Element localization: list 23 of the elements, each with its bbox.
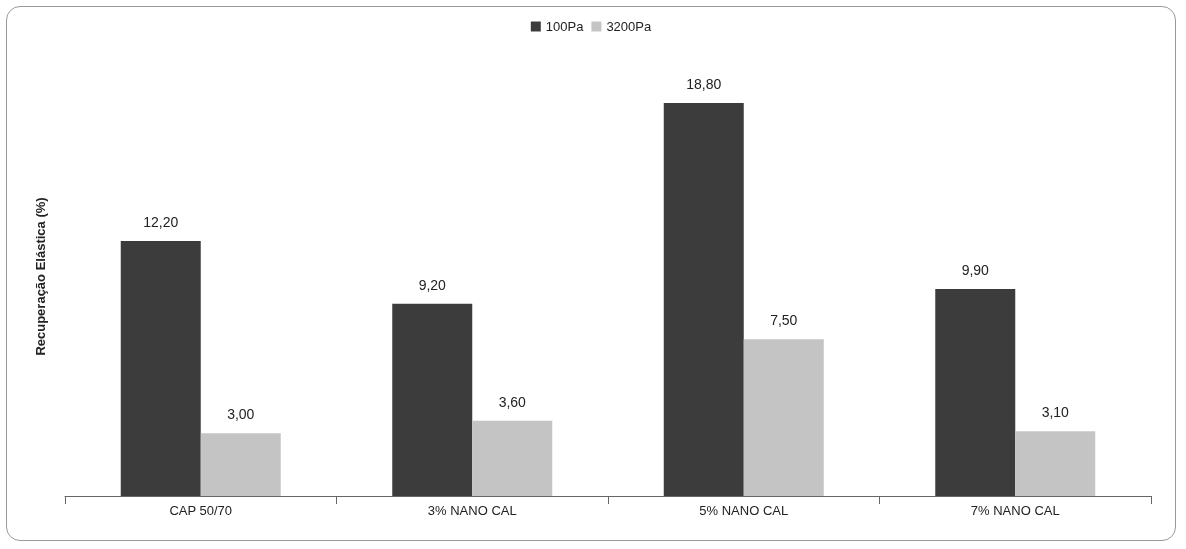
bar — [1015, 431, 1096, 496]
bar — [200, 433, 281, 496]
data-label: 18,80 — [686, 75, 722, 92]
data-label: 9,90 — [961, 262, 990, 279]
x-tick-label: 3% NANO CAL — [427, 503, 517, 518]
bar — [472, 420, 553, 496]
bar — [935, 289, 1016, 496]
bar — [663, 102, 744, 496]
bar — [392, 303, 473, 496]
data-label: 3,00 — [227, 406, 255, 423]
legend-label: 100Pa — [545, 19, 585, 34]
data-label: 3,60 — [498, 393, 527, 410]
x-tick-label: CAP 50/70 — [169, 503, 233, 518]
data-label: 3,10 — [1041, 404, 1070, 421]
x-tick-label: 5% NANO CAL — [699, 503, 789, 518]
bar — [120, 240, 201, 496]
legend-label: 3200Pa — [606, 19, 652, 34]
x-tick-label: 7% NANO CAL — [970, 503, 1060, 518]
data-label: 9,20 — [418, 276, 447, 293]
data-label: 12,20 — [143, 213, 179, 230]
bar — [743, 339, 824, 496]
data-label: 7,50 — [770, 312, 798, 329]
y-axis-title: Recuperação Elástica (%) — [33, 197, 48, 356]
